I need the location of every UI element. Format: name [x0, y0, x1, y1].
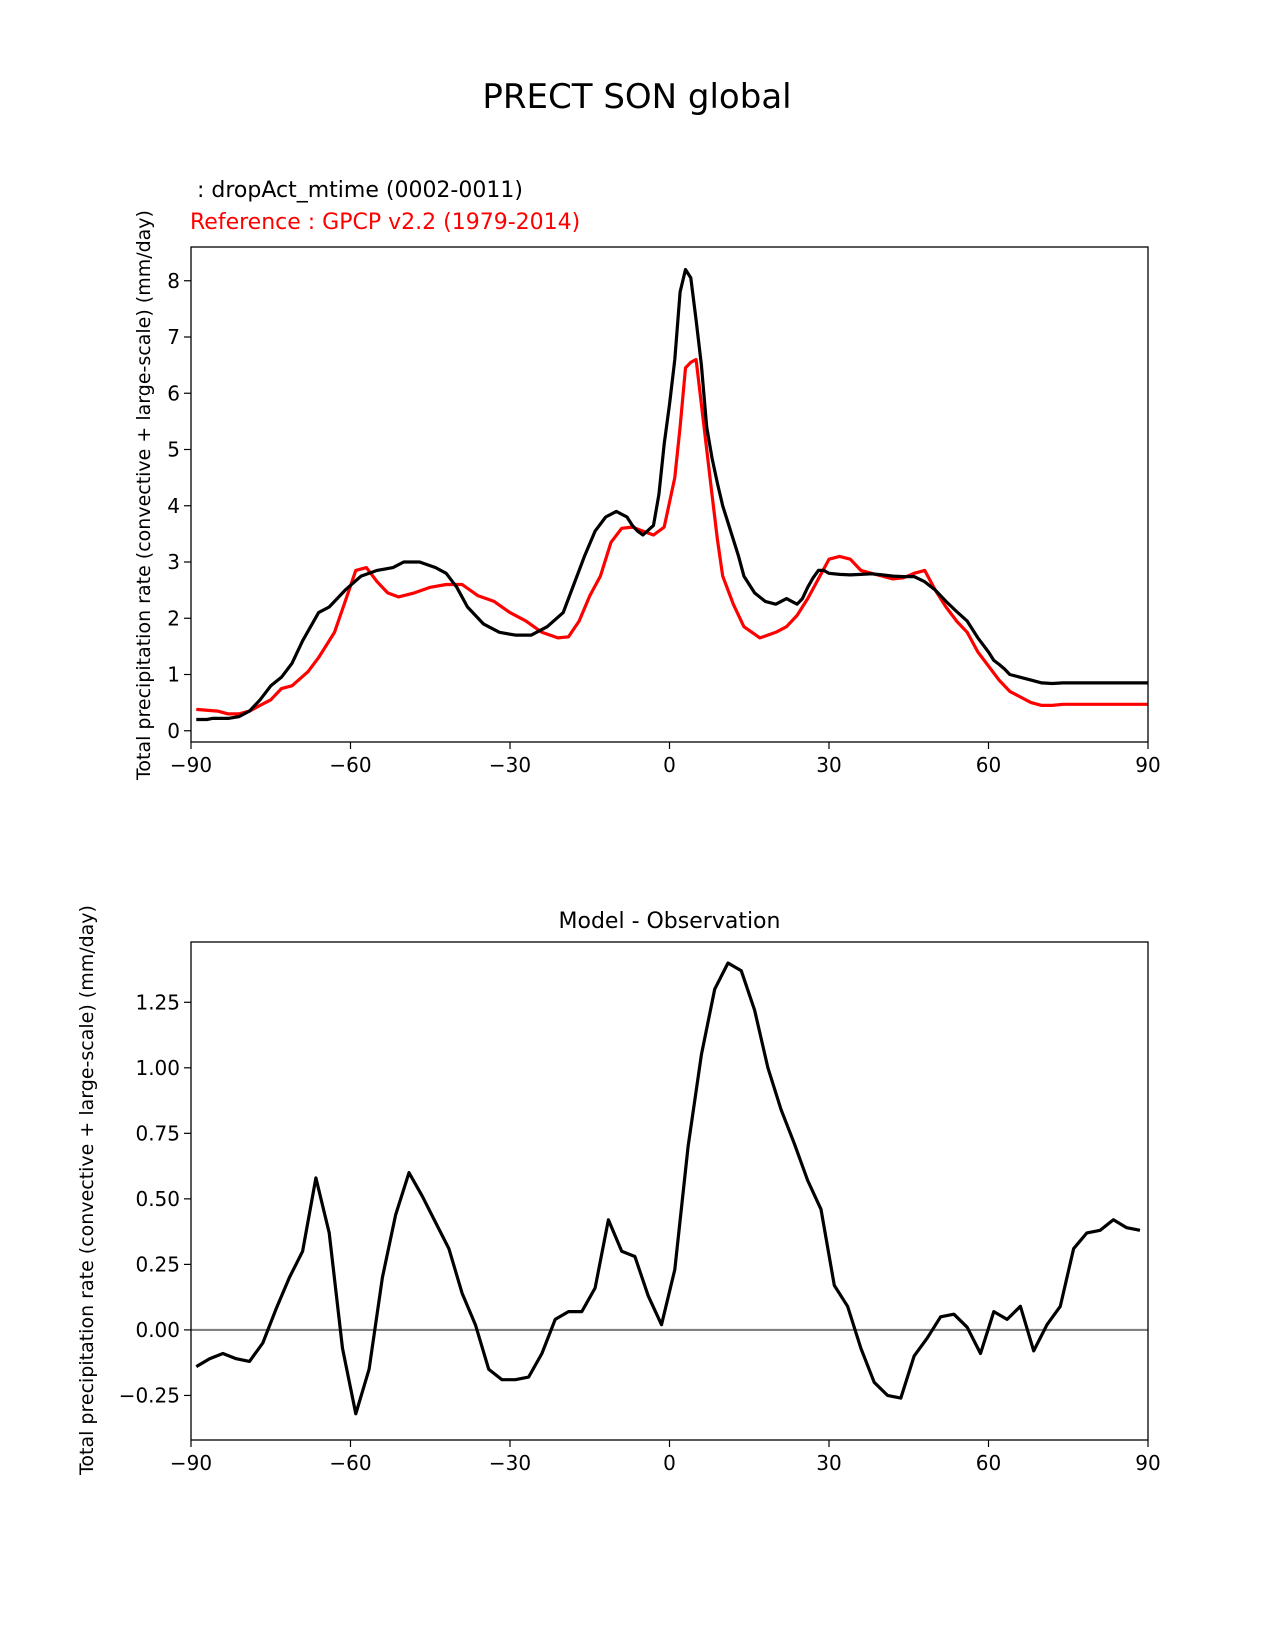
bottom-xtick-label: −30 — [489, 1451, 531, 1475]
top-xtick-label: 30 — [816, 753, 841, 777]
bottom-xtick-label: −90 — [170, 1451, 212, 1475]
reference-legend-label: Reference : GPCP v2.2 (1979-2014) — [190, 210, 580, 235]
bottom-ytick-label: 1.25 — [135, 990, 180, 1014]
difference-series-line — [195, 961, 1141, 1416]
bottom-xtick-label: −60 — [329, 1451, 371, 1475]
figure-suptitle: PRECT SON global — [482, 77, 791, 117]
top-xtick-label: −90 — [170, 753, 212, 777]
bottom-ylabel: Total precipitation rate (convective + l… — [76, 905, 98, 1476]
top-ylabel: Total precipitation rate (convective + l… — [133, 210, 155, 781]
bottom-ytick-label: 0.25 — [135, 1252, 180, 1276]
top-ytick-label: 7 — [167, 325, 180, 349]
top-ytick-label: 8 — [167, 269, 180, 293]
top-ytick-label: 0 — [167, 719, 180, 743]
top-plot: : dropAct_mtime (0002-0011) Reference : … — [133, 178, 1161, 781]
bottom-ytick-label: −0.25 — [119, 1383, 180, 1407]
top-xtick-label: 60 — [976, 753, 1001, 777]
top-ytick-label: 3 — [167, 550, 180, 574]
bottom-xtick-label: 0 — [663, 1451, 676, 1475]
top-xtick-label: −30 — [489, 753, 531, 777]
top-ytick-label: 2 — [167, 606, 180, 630]
bottom-ytick-label: 0.00 — [135, 1318, 180, 1342]
top-xtick-label: 90 — [1135, 753, 1160, 777]
bottom-plot-frame — [190, 941, 1149, 1441]
top-series — [196, 267, 1148, 722]
top-ytick-label: 4 — [167, 494, 180, 518]
bottom-ytick-label: 1.00 — [135, 1056, 180, 1080]
bottom-ticks: −90 −60 −30 0 30 60 90 −0.25 0.00 0.25 0.50 0.75 1.0… — [119, 990, 1161, 1475]
difference-plot: Model - Observation Total precipitation … — [76, 905, 1161, 1476]
bottom-series — [191, 961, 1148, 1416]
top-plot-frame — [190, 246, 1149, 743]
top-ytick-label: 1 — [167, 663, 180, 687]
top-xtick-label: 0 — [663, 753, 676, 777]
top-ytick-label: 5 — [167, 438, 180, 462]
model-series-line — [196, 267, 1148, 722]
bottom-xtick-label: 60 — [976, 1451, 1001, 1475]
reference-series-line — [196, 357, 1148, 716]
bottom-xtick-label: 30 — [816, 1451, 841, 1475]
bottom-ytick-label: 0.75 — [135, 1121, 180, 1145]
top-ytick-label: 6 — [167, 381, 180, 405]
bottom-ytick-label: 0.50 — [135, 1187, 180, 1211]
test-legend-label: : dropAct_mtime (0002-0011) — [190, 178, 523, 203]
bottom-xtick-label: 90 — [1135, 1451, 1160, 1475]
top-ticks: −90 −60 −30 0 30 60 90 0 1 2 3 4 5 6 7 8 — [167, 269, 1160, 777]
top-xtick-label: −60 — [329, 753, 371, 777]
difference-plot-title: Model - Observation — [559, 909, 781, 934]
